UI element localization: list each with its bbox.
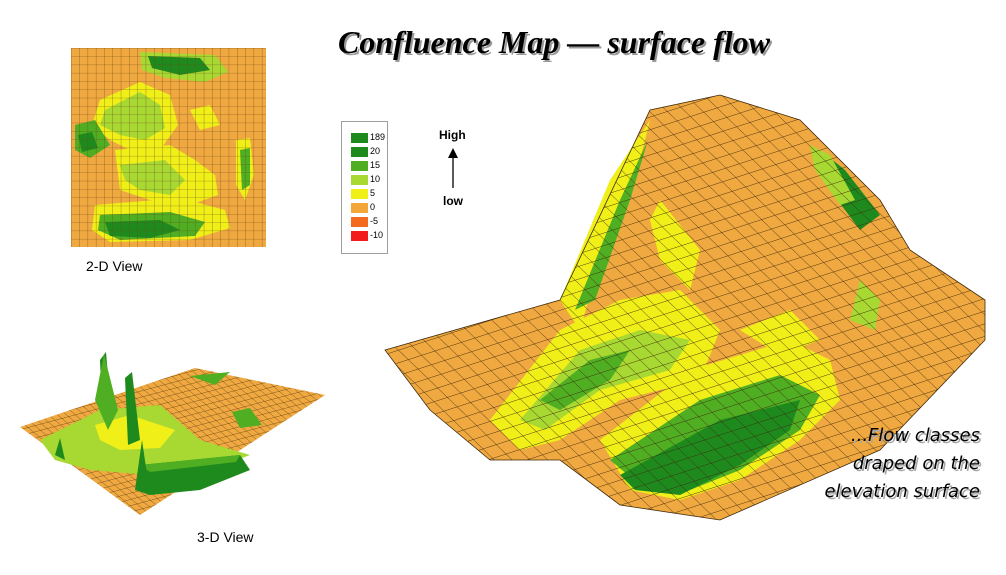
scale-arrow bbox=[448, 148, 458, 188]
legend-item: 10 bbox=[351, 174, 385, 185]
legend-item: -5 bbox=[351, 216, 385, 227]
legend-label: 0 bbox=[370, 202, 376, 212]
legend-item: 15 bbox=[351, 160, 385, 171]
legend-item: 189 bbox=[351, 132, 385, 143]
annotation-line: elevation surface bbox=[824, 481, 980, 502]
label-2d-view: 2-D View bbox=[86, 258, 143, 274]
legend-swatch bbox=[351, 161, 368, 171]
legend-item: 5 bbox=[351, 188, 385, 199]
legend-label: 5 bbox=[370, 188, 376, 198]
legend-label: 20 bbox=[370, 146, 381, 156]
legend-swatch bbox=[351, 231, 368, 241]
map-3d-view bbox=[20, 352, 325, 515]
legend-item: -10 bbox=[351, 230, 385, 241]
legend-label: 10 bbox=[370, 174, 381, 184]
legend-item: 0 bbox=[351, 202, 385, 213]
legend-label: -5 bbox=[370, 216, 379, 226]
legend: 189 20 15 10 5 0 -5 -10 bbox=[341, 121, 388, 254]
page-title: Confluence Map — surface flow bbox=[338, 24, 770, 60]
legend-swatch bbox=[351, 189, 368, 199]
legend-swatch bbox=[351, 175, 368, 185]
legend-label: 15 bbox=[370, 160, 381, 170]
legend-swatch bbox=[351, 133, 368, 143]
scale-low-label: low bbox=[443, 194, 463, 208]
scale-high-label: High bbox=[439, 128, 466, 142]
annotation-line: ...Flow classes bbox=[850, 425, 980, 446]
map-3d-draped-surface bbox=[384, 94, 986, 521]
legend-swatch bbox=[351, 147, 368, 157]
legend-label: 189 bbox=[370, 132, 386, 142]
annotation-line: draped on the bbox=[852, 453, 980, 474]
legend-swatch bbox=[351, 203, 368, 213]
legend-swatch bbox=[351, 217, 368, 227]
map-2d-view bbox=[71, 48, 266, 247]
annotation: ...Flow classes draped on the elevation … bbox=[790, 422, 980, 506]
label-3d-view: 3-D View bbox=[197, 529, 254, 545]
legend-label: -10 bbox=[370, 230, 384, 240]
legend-item: 20 bbox=[351, 146, 385, 157]
